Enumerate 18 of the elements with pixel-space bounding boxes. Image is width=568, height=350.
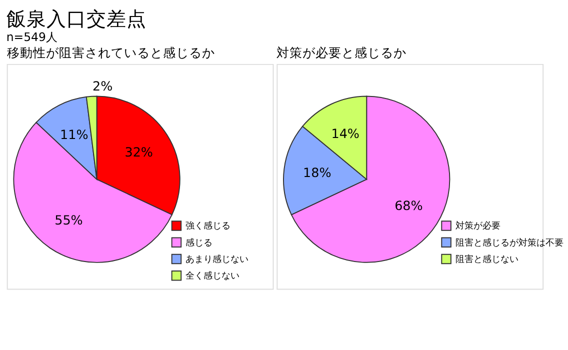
data-label: 2% [92,78,113,94]
legend-label: 全く感じない [186,270,240,282]
legend-label: 阻害と感じない [456,254,519,265]
data-label: 11% [60,126,88,142]
data-label: 55% [54,212,83,228]
legend-label: 対策が必要 [456,220,501,232]
legend-label: 阻害と感じるが対策は不要 [456,237,564,248]
text: n=549人 [6,30,58,44]
data-label: 14% [331,126,360,142]
chart-title: 対策が必要と感じるか [276,45,407,60]
legend-label: 強く感じる [186,220,231,232]
legend-label: あまり感じない [186,254,249,265]
data-label: 32% [124,144,153,160]
text: 飯泉入口交差点 [6,7,146,30]
chart-title: 移動性が阻害されていると感じるか [6,45,215,60]
data-label: 18% [303,164,332,180]
legend-label: 感じる [186,237,213,248]
data-label: 68% [394,198,423,213]
